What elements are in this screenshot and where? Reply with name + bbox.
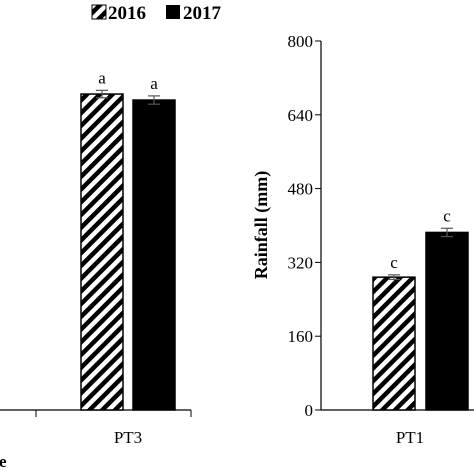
left-panel: PT3 <box>0 409 192 447</box>
bar-pt3-2017 <box>132 99 176 411</box>
significance-label: c <box>390 253 398 272</box>
y-tick-label: 640 <box>288 106 314 125</box>
category-label-pt1: PT1 <box>396 428 424 447</box>
legend-label-2017: 2017 <box>183 3 222 24</box>
legend-swatch-2017 <box>166 5 180 19</box>
significance-label: a <box>150 74 158 93</box>
y-tick-label: 160 <box>288 327 314 346</box>
category-label-pt3: PT3 <box>114 428 142 447</box>
y-tick-label: 320 <box>288 253 314 272</box>
y-ticks: 0 160 320 480 640 800 <box>288 32 321 420</box>
right-panel: 0 160 320 480 640 800 Rainfall (mm) PT1 <box>251 32 474 447</box>
bar-pt1-2016 <box>372 276 416 411</box>
y-tick-label: 800 <box>288 32 314 51</box>
y-tick-label: 0 <box>305 401 314 420</box>
bars: a a c c <box>80 68 469 411</box>
significance-label: a <box>98 68 106 87</box>
legend-label-2016: 2016 <box>108 3 146 24</box>
panel-letter: e <box>0 452 7 471</box>
legend: 2016 2017 <box>91 3 222 24</box>
legend-swatch-2016 <box>91 4 107 20</box>
significance-label: c <box>443 206 451 225</box>
y-tick-label: 480 <box>288 180 314 199</box>
bar-pt3-2016 <box>80 93 124 411</box>
y-axis-title: Rainfall (mm) <box>251 171 272 279</box>
bar-pt1-2017 <box>425 231 469 411</box>
